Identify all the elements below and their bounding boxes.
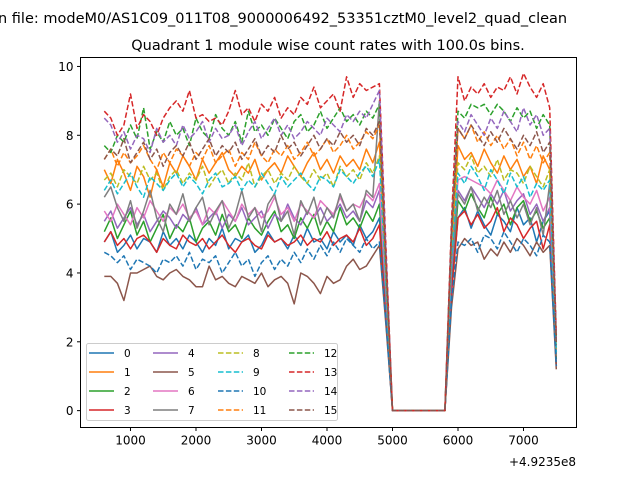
legend-label-5: 5 [188, 367, 195, 379]
series-line-10 [103, 230, 558, 412]
legend-label-0: 0 [124, 348, 131, 360]
legend-frame [86, 343, 338, 421]
legend-label-13: 13 [324, 367, 337, 379]
legend-label-14: 14 [324, 386, 338, 398]
x-tick-label: 2000 [181, 434, 212, 448]
x-tick-label: 7000 [508, 434, 539, 448]
series-line-12 [103, 103, 558, 412]
legend-label-9: 9 [253, 367, 260, 379]
legend-label-1: 1 [124, 367, 131, 379]
series-line-15 [103, 120, 558, 412]
x-tick-label: 1000 [115, 434, 146, 448]
series-line-5 [104, 237, 558, 412]
y-tick-label: 10 [58, 60, 73, 74]
y-tick-label: 8 [66, 129, 74, 143]
series-line-9 [103, 158, 558, 412]
x-tick-label: 6000 [443, 434, 474, 448]
legend-label-11: 11 [253, 405, 266, 417]
series-line-13 [103, 72, 558, 412]
series-line-3 [103, 206, 558, 412]
series-line-14 [103, 89, 558, 412]
legend-label-8: 8 [253, 348, 260, 360]
y-axis: 0 2 4 6 8 10 [58, 60, 81, 418]
x-axis: 1000 2000 3000 4000 5000 6000 7000 [115, 427, 539, 448]
legend-label-3: 3 [124, 405, 131, 417]
x-tick-label: 4000 [312, 434, 343, 448]
y-tick-label: 2 [66, 335, 74, 349]
y-tick-label: 4 [66, 266, 74, 280]
x-offset-label: +4.9235e8 [509, 455, 576, 469]
plot-lines [103, 72, 558, 412]
legend-label-6: 6 [188, 386, 195, 398]
y-tick-label: 0 [66, 404, 74, 418]
series-line-6 [103, 175, 558, 412]
series-line-11 [103, 124, 558, 412]
legend-label-12: 12 [324, 348, 337, 360]
series-line-8 [103, 155, 558, 412]
series-line-7 [103, 100, 558, 412]
legend-label-2: 2 [124, 386, 131, 398]
legend-label-15: 15 [324, 405, 337, 417]
legend-label-4: 4 [188, 348, 195, 360]
legend-label-10: 10 [253, 386, 266, 398]
series-line-2 [103, 193, 558, 412]
y-tick-label: 6 [66, 198, 74, 212]
axes-frame [80, 57, 577, 428]
x-tick-label: 5000 [377, 434, 408, 448]
series-line-1 [103, 141, 558, 412]
suptitle: n file: modeM0/AS1C09_011T08_9000006492_… [0, 11, 567, 27]
chart-title: Quadrant 1 module wise count rates with … [131, 38, 525, 54]
x-tick-label: 3000 [246, 434, 277, 448]
legend-label-7: 7 [188, 405, 195, 417]
